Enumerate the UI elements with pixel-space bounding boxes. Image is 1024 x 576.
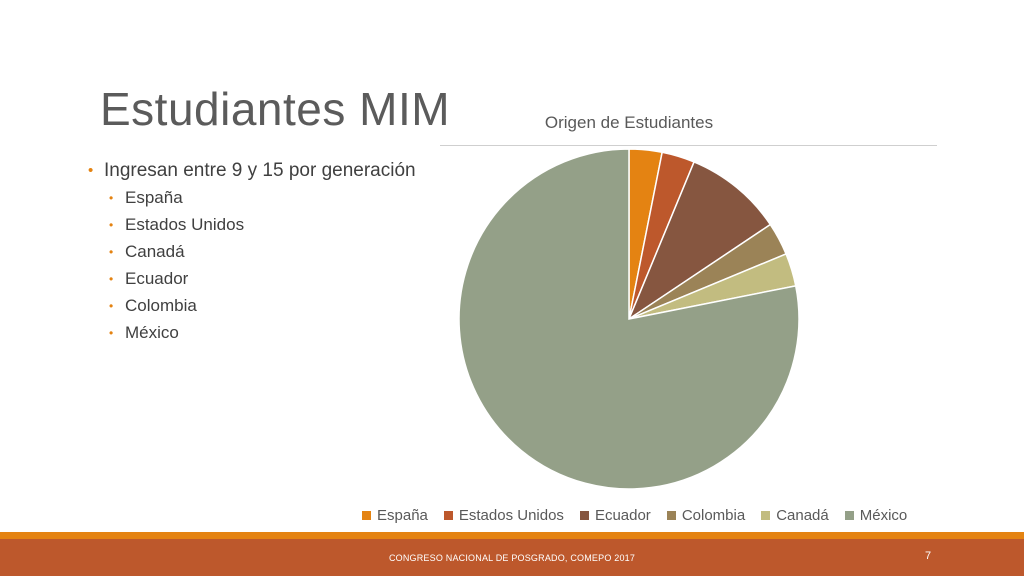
bullet-sub-text: Ecuador	[125, 269, 189, 288]
bullet-marker: •	[109, 272, 114, 286]
legend-label: México	[859, 506, 908, 524]
legend-label: Estados Unidos	[458, 506, 564, 524]
title-divider	[440, 145, 937, 146]
bullet-sub-text: España	[125, 188, 183, 207]
bullet-sub-item: • México	[109, 319, 416, 346]
legend-item: México	[844, 506, 908, 524]
bullet-list: • Ingresan entre 9 y 15 por generación •…	[88, 158, 416, 346]
page-number: 7	[925, 550, 932, 562]
bullet-sub-item: • España	[109, 184, 416, 211]
legend-label: Colombia	[681, 506, 746, 524]
footer-bar	[0, 539, 1024, 576]
bullet-sub-text: Colombia	[125, 296, 197, 315]
bullet-sub-item: • Ecuador	[109, 265, 416, 292]
legend-swatch	[761, 510, 771, 520]
pie-slice-ecuador	[627, 160, 772, 321]
legend-item: Ecuador	[579, 506, 651, 524]
bullet-main-text: Ingresan entre 9 y 15 por generación	[104, 160, 416, 181]
bullet-main: • Ingresan entre 9 y 15 por generación	[88, 158, 416, 184]
bullet-marker: •	[88, 162, 94, 179]
bullet-sub-item: • Colombia	[109, 292, 416, 319]
footer-accent-stripe	[0, 532, 1024, 539]
bullet-sub-text: México	[125, 323, 179, 342]
legend-item: Estados Unidos	[443, 506, 564, 524]
legend-label: España	[377, 506, 428, 524]
slide-title: Estudiantes MIM	[100, 83, 451, 135]
bullet-marker: •	[109, 191, 114, 205]
bullet-sub-item: • Canadá	[109, 238, 416, 265]
chart-legend: España Estados Unidos Ecuador Colombia Canad…	[362, 505, 907, 525]
bullet-sub-text: Estados Unidos	[125, 215, 245, 234]
legend-swatch	[666, 510, 676, 520]
chart-title: Origen de Estudiantes	[544, 113, 714, 132]
bullet-marker: •	[109, 326, 114, 340]
bullet-marker: •	[109, 299, 114, 313]
legend-label: Canadá	[776, 506, 829, 524]
bullet-marker: •	[109, 218, 114, 232]
legend-item: Canadá	[761, 507, 829, 524]
bullet-sub-text: Canadá	[125, 242, 185, 261]
bullet-sub-item: • Estados Unidos	[109, 211, 416, 238]
pie-slice-méxico	[458, 148, 800, 490]
legend-item: Colombia	[666, 506, 746, 524]
legend-swatch	[362, 510, 371, 520]
legend-swatch	[443, 510, 453, 520]
legend-label: Ecuador	[594, 506, 651, 524]
legend-item: España	[362, 507, 428, 524]
bullet-marker: •	[109, 245, 114, 259]
legend-swatch	[579, 510, 589, 520]
footer-text: CONGRESO NACIONAL DE POSGRADO, COMEPO 20…	[388, 553, 636, 563]
legend-swatch	[844, 510, 854, 520]
